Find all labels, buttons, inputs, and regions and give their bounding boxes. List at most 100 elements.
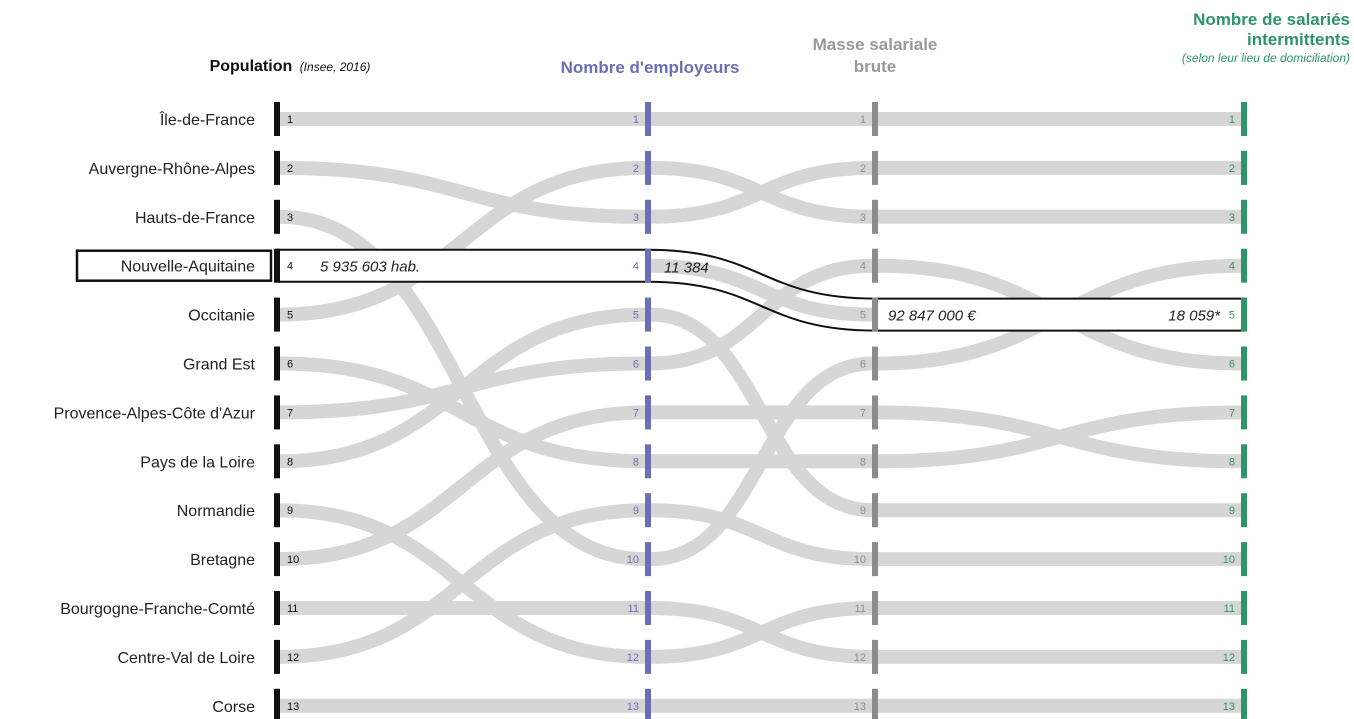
population-rank-bar xyxy=(274,395,280,430)
masse-rank-label: 9 xyxy=(860,505,866,517)
employeurs-rank-label: 13 xyxy=(627,701,639,713)
salaries-rank-bar xyxy=(1241,639,1247,674)
salaries-rank-bar xyxy=(1241,150,1247,185)
highlight-band-top xyxy=(277,248,1244,300)
highlight-layer xyxy=(277,248,1244,332)
region-label: Normandie xyxy=(177,503,255,520)
region-label: Hauts-de-France xyxy=(135,210,255,227)
population-value-label: 5 935 603 hab. xyxy=(320,259,420,276)
employeurs-rank-bar xyxy=(645,150,651,185)
employeurs-rank-bar xyxy=(645,444,651,479)
region-label: Centre-Val de Loire xyxy=(117,650,255,667)
masse-rank-bar xyxy=(872,542,878,577)
highlight-band-bottom xyxy=(277,280,1244,332)
masse-rank-bar xyxy=(872,493,878,528)
masse-rank-bar xyxy=(872,150,878,185)
population-rank-bar xyxy=(274,444,280,479)
salaries-rank-label: 3 xyxy=(1229,212,1235,224)
employeurs-rank-label: 11 xyxy=(628,603,639,615)
salaries-rank-bar xyxy=(1241,493,1247,528)
salaries-rank-bar xyxy=(1241,395,1247,430)
masse-rank-label: 12 xyxy=(854,652,866,664)
employeurs-rank-label: 1 xyxy=(633,114,639,126)
salaries-title-line1: Nombre de salariés xyxy=(1193,10,1350,29)
masse-rank-bar xyxy=(872,591,878,625)
population-rank-label: 12 xyxy=(287,652,299,664)
salaries-rank-label: 6 xyxy=(1229,359,1235,371)
region-highlight-box xyxy=(75,249,273,282)
population-source: (Insee, 2016) xyxy=(299,60,371,74)
salaries-rank-bar xyxy=(1241,688,1247,719)
masse-rank-label: 2 xyxy=(860,163,866,175)
employeurs-rank-bar xyxy=(645,542,651,577)
salaries-rank-label: 5 xyxy=(1229,310,1235,322)
region-label: Corse xyxy=(212,699,255,716)
employeurs-rank-bar xyxy=(645,346,651,381)
employeurs-rank-label: 6 xyxy=(633,359,639,371)
masse-rank-label: 8 xyxy=(860,456,866,468)
population-rank-label: 8 xyxy=(287,456,293,468)
masse-rank-bar xyxy=(872,395,878,430)
population-rank-bar xyxy=(274,150,280,185)
region-label: Bretagne xyxy=(190,552,255,569)
region-label: Nouvelle-Aquitaine xyxy=(121,259,255,276)
employeurs-rank-bar xyxy=(645,297,651,332)
flow-segment xyxy=(279,405,646,567)
region-label: Bourgogne-Franche-Comté xyxy=(60,601,255,618)
salaries-rank-label: 11 xyxy=(1224,603,1235,615)
flow-segment xyxy=(279,307,646,469)
population-rank-bar xyxy=(274,199,280,234)
salaries-rank-label: 4 xyxy=(1229,261,1235,273)
salaries-rank-bar xyxy=(1241,248,1247,283)
salaries-rank-label: 9 xyxy=(1229,505,1235,517)
salaries-rank-bar xyxy=(1241,102,1247,136)
highlight-band-fill xyxy=(875,298,1244,331)
employeurs-rank-label: 2 xyxy=(633,163,639,175)
masse-rank-bar xyxy=(872,688,878,719)
employeurs-header: Nombre d'employeurs xyxy=(560,58,740,77)
population-rank-label: 5 xyxy=(287,310,293,322)
employeurs-rank-label: 12 xyxy=(627,652,639,664)
masse-rank-label: 6 xyxy=(860,359,866,371)
flow-segment xyxy=(279,160,646,224)
masse-title-line1: Masse salariale xyxy=(812,35,938,54)
flow-segment xyxy=(650,503,873,567)
population-rank-label: 6 xyxy=(287,359,293,371)
population-rank-bar xyxy=(274,591,280,625)
masse-rank-label: 7 xyxy=(860,407,866,419)
masse-rank-bar xyxy=(872,444,878,479)
population-rank-bar xyxy=(274,688,280,719)
masse-rank-bar xyxy=(872,248,878,283)
salaries-rank-label: 2 xyxy=(1229,163,1235,175)
population-rank-bar xyxy=(274,542,280,577)
salaries-rank-bar xyxy=(1241,444,1247,479)
flow-segment xyxy=(650,258,873,322)
employeurs-rank-label: 9 xyxy=(633,505,639,517)
masse-rank-bar xyxy=(872,346,878,381)
flow-segment xyxy=(650,258,873,371)
masse-title-line2: brute xyxy=(853,57,897,76)
masse-rank-bar xyxy=(872,102,878,136)
population-title: Population xyxy=(209,58,293,75)
flow-segment xyxy=(877,405,1242,469)
region-label: Auvergne-Rhône-Alpes xyxy=(89,161,255,178)
salaries-rank-bar xyxy=(1241,346,1247,381)
labels-layer: 1234567891011121313104286512711913126538… xyxy=(54,110,1235,716)
employeurs-rank-label: 5 xyxy=(633,310,639,322)
salaries-rank-bar xyxy=(1241,591,1247,625)
masse-rank-label: 13 xyxy=(854,701,866,713)
masse-rank-label: 11 xyxy=(855,603,866,615)
flow-segment xyxy=(279,160,646,322)
population-rank-label: 9 xyxy=(287,505,293,517)
population-rank-label: 7 xyxy=(287,407,293,419)
employeurs-rank-label: 8 xyxy=(633,456,639,468)
employeurs-rank-label: 4 xyxy=(633,261,639,273)
population-rank-bar xyxy=(274,102,280,136)
population-rank-bar xyxy=(274,639,280,674)
salaries-value-label: 18 059* xyxy=(1168,308,1221,325)
masse-rank-label: 5 xyxy=(860,310,866,322)
population-rank-bar xyxy=(274,346,280,381)
employeurs-rank-label: 7 xyxy=(633,407,639,419)
